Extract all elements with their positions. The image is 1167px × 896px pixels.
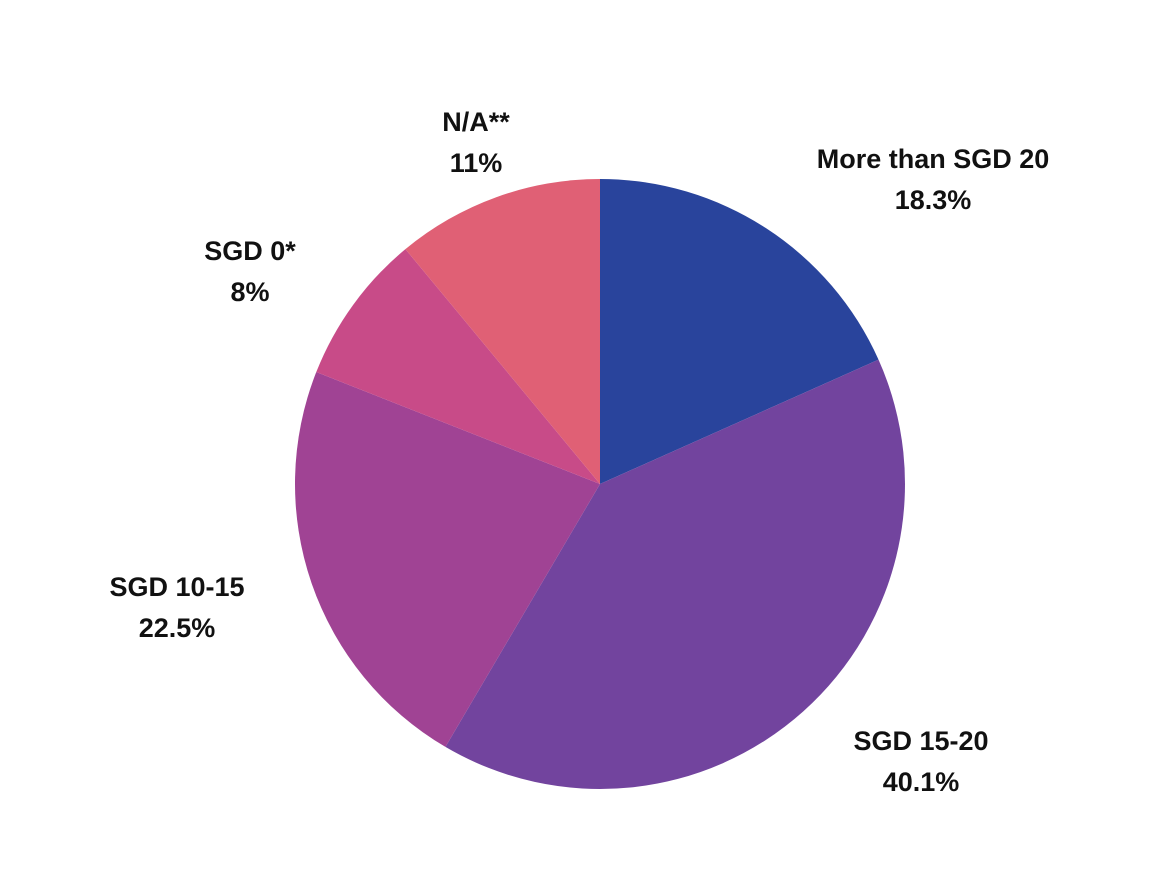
slice-value-label: 8% <box>230 277 269 307</box>
slice-value-label: 11% <box>450 148 503 178</box>
pie-slice <box>445 359 905 789</box>
slice-value-label: 22.5% <box>139 613 216 643</box>
slice-name-label: SGD 15-20 <box>853 726 988 756</box>
slice-name-label: More than SGD 20 <box>817 144 1050 174</box>
slice-name-label: SGD 0* <box>204 236 296 266</box>
pie-slice <box>405 179 600 484</box>
pie-slice <box>316 249 600 484</box>
slice-value-label: 40.1% <box>883 767 960 797</box>
slice-value-label: 18.3% <box>895 185 972 215</box>
pie-slice <box>294 372 600 747</box>
slice-name-label: SGD 10-15 <box>109 572 244 602</box>
pie-slice <box>600 179 879 484</box>
pie-slices <box>294 179 905 789</box>
slice-labels: More than SGD 20 18.3% SGD 15-20 40.1% SGD 1… <box>109 107 1049 797</box>
slice-name-label: N/A** <box>442 107 510 137</box>
